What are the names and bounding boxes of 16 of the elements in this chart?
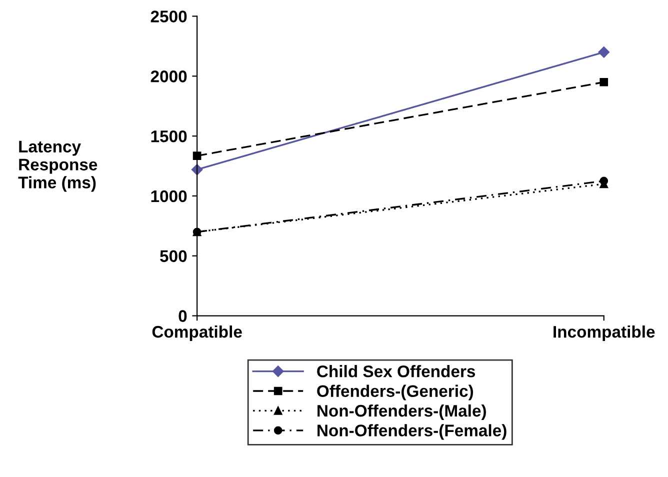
y-tick-label: 1500 xyxy=(151,130,187,142)
y-tick-label: 1000 xyxy=(151,190,187,202)
point xyxy=(600,78,608,86)
y-tick-label: 0 xyxy=(178,310,187,322)
point xyxy=(600,176,608,186)
y-tick-label: 500 xyxy=(160,250,187,262)
y-tick-label: 2000 xyxy=(150,70,187,82)
x-tick-label: Incompatible xyxy=(554,325,655,342)
legend-label: Non-Offenders-(Male) xyxy=(318,404,486,420)
point xyxy=(598,46,610,58)
legend-label: Offenders-(Generic) xyxy=(317,384,474,400)
y-axis-title: Latency Response Time (ms) xyxy=(18,140,98,192)
x-tick-label: Compatible xyxy=(152,325,242,342)
y-tick-label: 2500 xyxy=(150,10,187,22)
legend-label: Non-Offenders-(Female) xyxy=(318,424,506,440)
legend-label: Child Sex Offenders xyxy=(317,365,476,378)
